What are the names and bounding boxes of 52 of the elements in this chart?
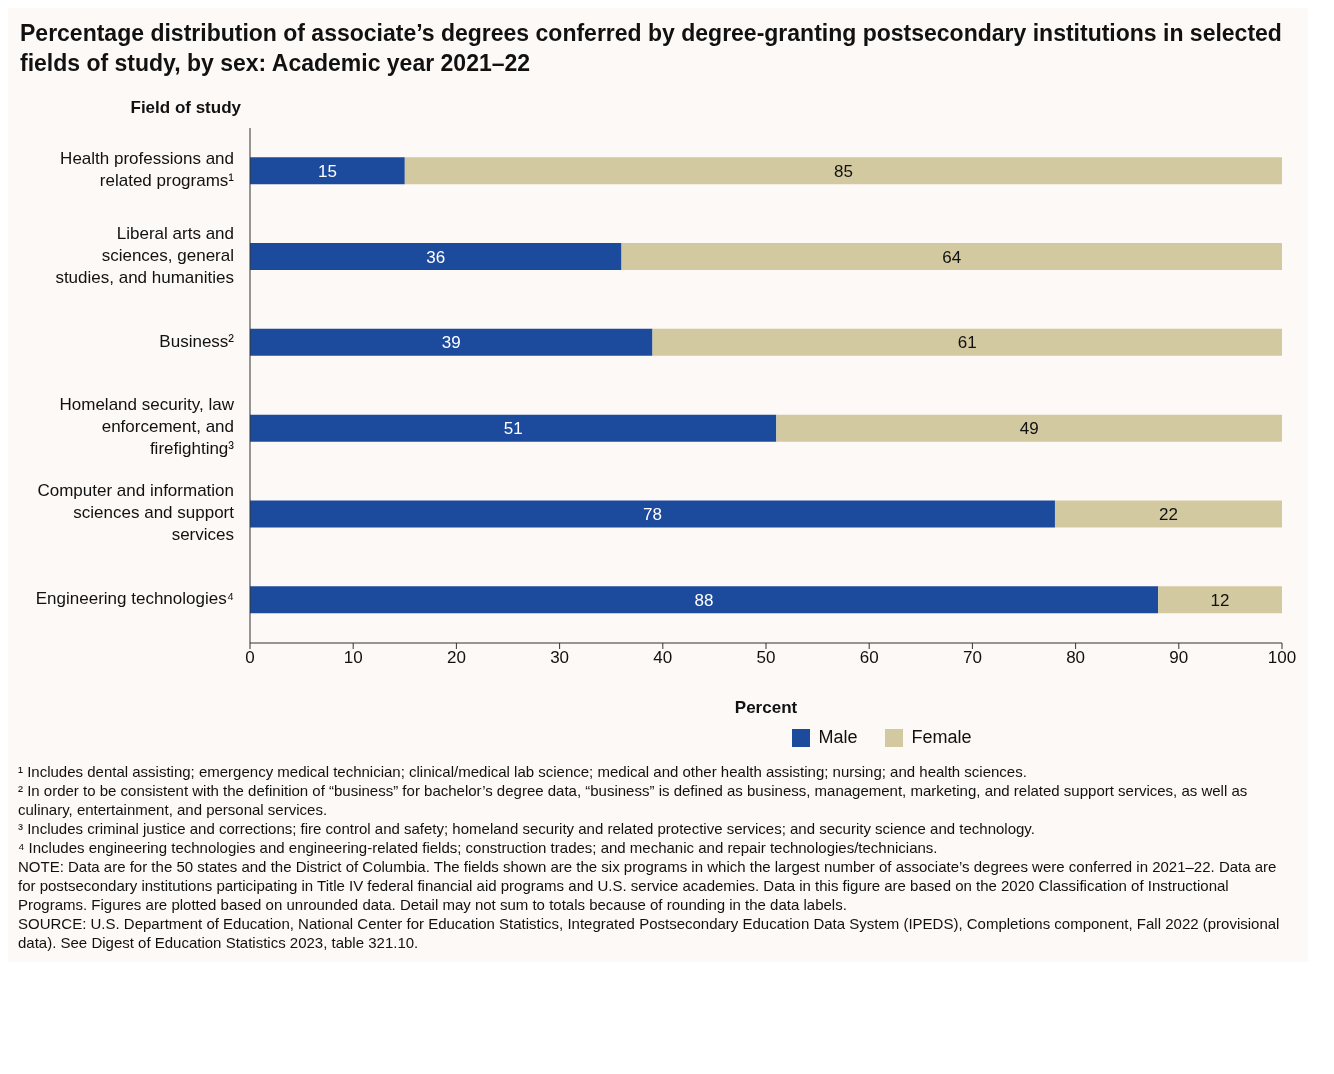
y-tick-label: Homeland security, law enforcement, and firefighting³: [59, 395, 235, 459]
x-tick-label: 90: [1169, 648, 1189, 668]
y-tick-label: Computer and information sciences and support services: [37, 481, 235, 545]
bar: [250, 586, 1159, 614]
text: ³ Includes criminal justice and corrections; fire control and safety; homeland security and related protective services; and security science and technology.: [18, 819, 1036, 838]
bar: [776, 414, 1282, 442]
data-label: 61: [957, 333, 977, 353]
data-label: 36: [426, 247, 446, 267]
bar: [404, 157, 1282, 185]
bar: [250, 243, 622, 271]
x-tick-label: 10: [343, 648, 363, 668]
bar: [250, 157, 405, 185]
data-label: 49: [1019, 419, 1039, 439]
text: NOTE: Data are for the 50 states and the District of Columbia. The fields shown are the six programs in which the largest number of associate’s degrees were conferred in 2021–22. Data are for postsecondary institutions participating in Title IV federal financial aid programs and U.S. service academies. Data in this figure are based on the 2020 Classification of Instructional Programs. Figures are plotted based on unrounded data. Detail may not sum to totals because of rounding in the data labels.: [18, 857, 1278, 914]
data-label: 51: [503, 419, 523, 439]
bar: [1158, 586, 1282, 614]
legend-label: Male: [817, 727, 858, 748]
text: ² In order to be consistent with the definition of “business” for bachelor’s degree data, “business” is defined as business, management, marketing, and related support services, as well as culinary, entertainment, and personal services.: [18, 781, 1249, 819]
y-tick-label: Liberal arts and sciences, general studies, and humanities: [55, 224, 234, 288]
x-tick-label: 60: [859, 648, 879, 668]
y-tick-label: Engineering technologies⁴: [35, 589, 234, 609]
x-tick-label: 40: [653, 648, 673, 668]
text: ¹ Includes dental assisting; emergency medical technician; clinical/medical lab science; medical and other health assisting; nursing; and health sciences.: [18, 762, 1028, 781]
bar: [250, 328, 653, 356]
data-label: 85: [833, 161, 853, 181]
x-tick-label: 100: [1267, 648, 1297, 668]
x-tick-label: 70: [962, 648, 982, 668]
bar: [250, 414, 777, 442]
legend-label: Female: [910, 727, 972, 748]
x-tick-label: 0: [245, 648, 255, 668]
y-tick-label: Health professions and related programs¹: [60, 149, 235, 191]
y-axis-title: Field of study: [129, 98, 241, 118]
data-label: 78: [643, 505, 662, 525]
x-tick-label: 50: [756, 648, 776, 668]
data-label: 12: [1210, 590, 1230, 610]
bar: [621, 243, 1282, 271]
text: ⁴ Includes engineering technologies and engineering-related fields; construction trades; and mechanic and repair technologies/technicians.: [18, 838, 939, 857]
chart-title: Percentage distribution of associate’s degrees conferred by degree-granting postsecondary institutions in selected fields of study, by sex: Academic year 2021–22: [20, 19, 1283, 78]
data-label: 15: [317, 161, 337, 181]
x-axis-title: Percent: [734, 698, 798, 717]
data-label: 88: [694, 590, 714, 610]
data-label: 39: [441, 333, 461, 353]
bar: [250, 500, 1055, 528]
data-label: 64: [942, 247, 962, 267]
source-note: SOURCE: U.S. Department of Education, National Center for Education Statistics, Integrated Postsecondary Education Data System (IPEDS), Completions component, Fall 2022 (provisional data). See Digest of Education Statistics 2023, table 321.10.: [18, 914, 1281, 952]
x-tick-label: 30: [550, 648, 570, 668]
x-tick-label: 80: [1066, 648, 1086, 668]
data-label: 22: [1159, 505, 1178, 525]
bar: [1054, 500, 1282, 528]
y-tick-label: Business²: [159, 332, 235, 352]
x-tick-label: 20: [446, 648, 466, 668]
bar: [652, 328, 1282, 356]
